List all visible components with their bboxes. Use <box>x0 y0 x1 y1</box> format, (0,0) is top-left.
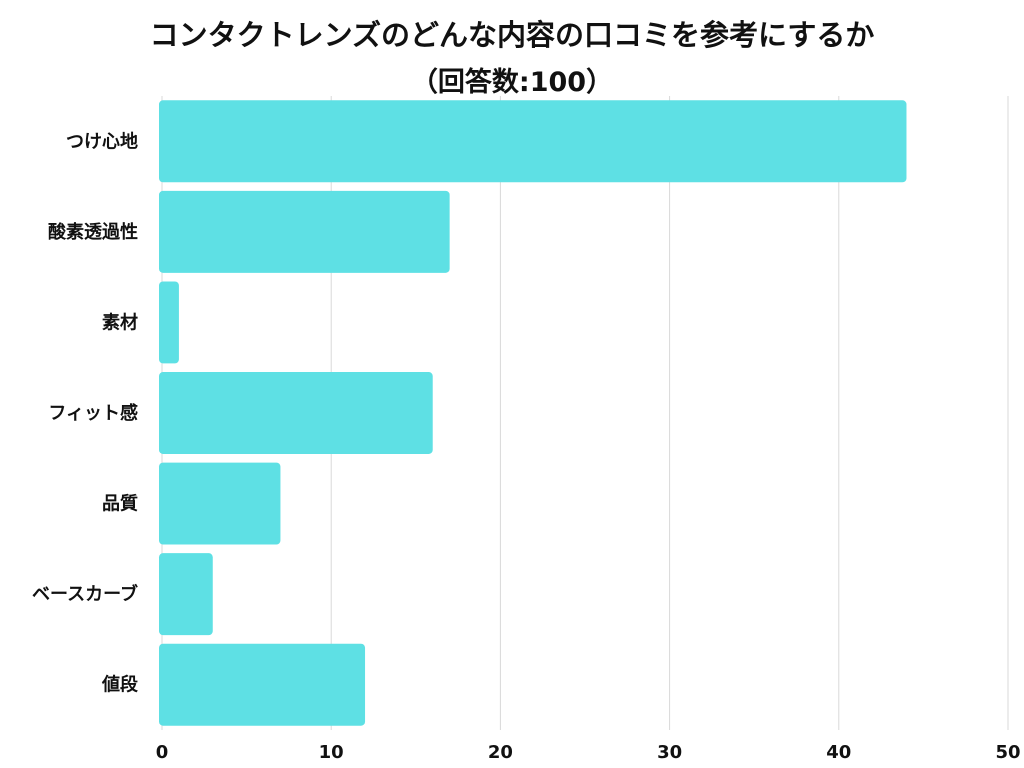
chart-title: コンタクトレンズのどんな内容の口コミを参考にするか <box>149 18 875 52</box>
category-label-3: フィット感 <box>48 402 138 424</box>
category-label-0: つけ心地 <box>66 130 138 152</box>
bar-5 <box>159 553 213 636</box>
x-tick-label-30: 30 <box>657 742 682 763</box>
category-label-2: 素材 <box>102 311 138 333</box>
x-tick-label-10: 10 <box>319 742 344 763</box>
category-label-5: ベースカーブ <box>32 583 138 605</box>
bar-0 <box>159 100 907 183</box>
bar-2 <box>159 281 179 364</box>
bar-3 <box>159 372 433 454</box>
bars <box>159 100 907 726</box>
x-tick-label-40: 40 <box>826 742 851 763</box>
bar-4 <box>159 462 281 545</box>
x-tick-label-20: 20 <box>488 742 513 763</box>
category-label-4: 品質 <box>102 493 138 515</box>
bar-1 <box>159 190 450 273</box>
x-tick-labels: 0 10 20 30 40 50 <box>156 742 1021 763</box>
x-tick-label-50: 50 <box>995 742 1020 763</box>
chart-subtitle: （回答数:100） <box>410 67 614 98</box>
category-label-1: 酸素透過性 <box>48 221 138 243</box>
bar-6 <box>159 643 366 726</box>
category-label-6: 値段 <box>101 674 139 696</box>
x-tick-label-0: 0 <box>156 742 169 763</box>
